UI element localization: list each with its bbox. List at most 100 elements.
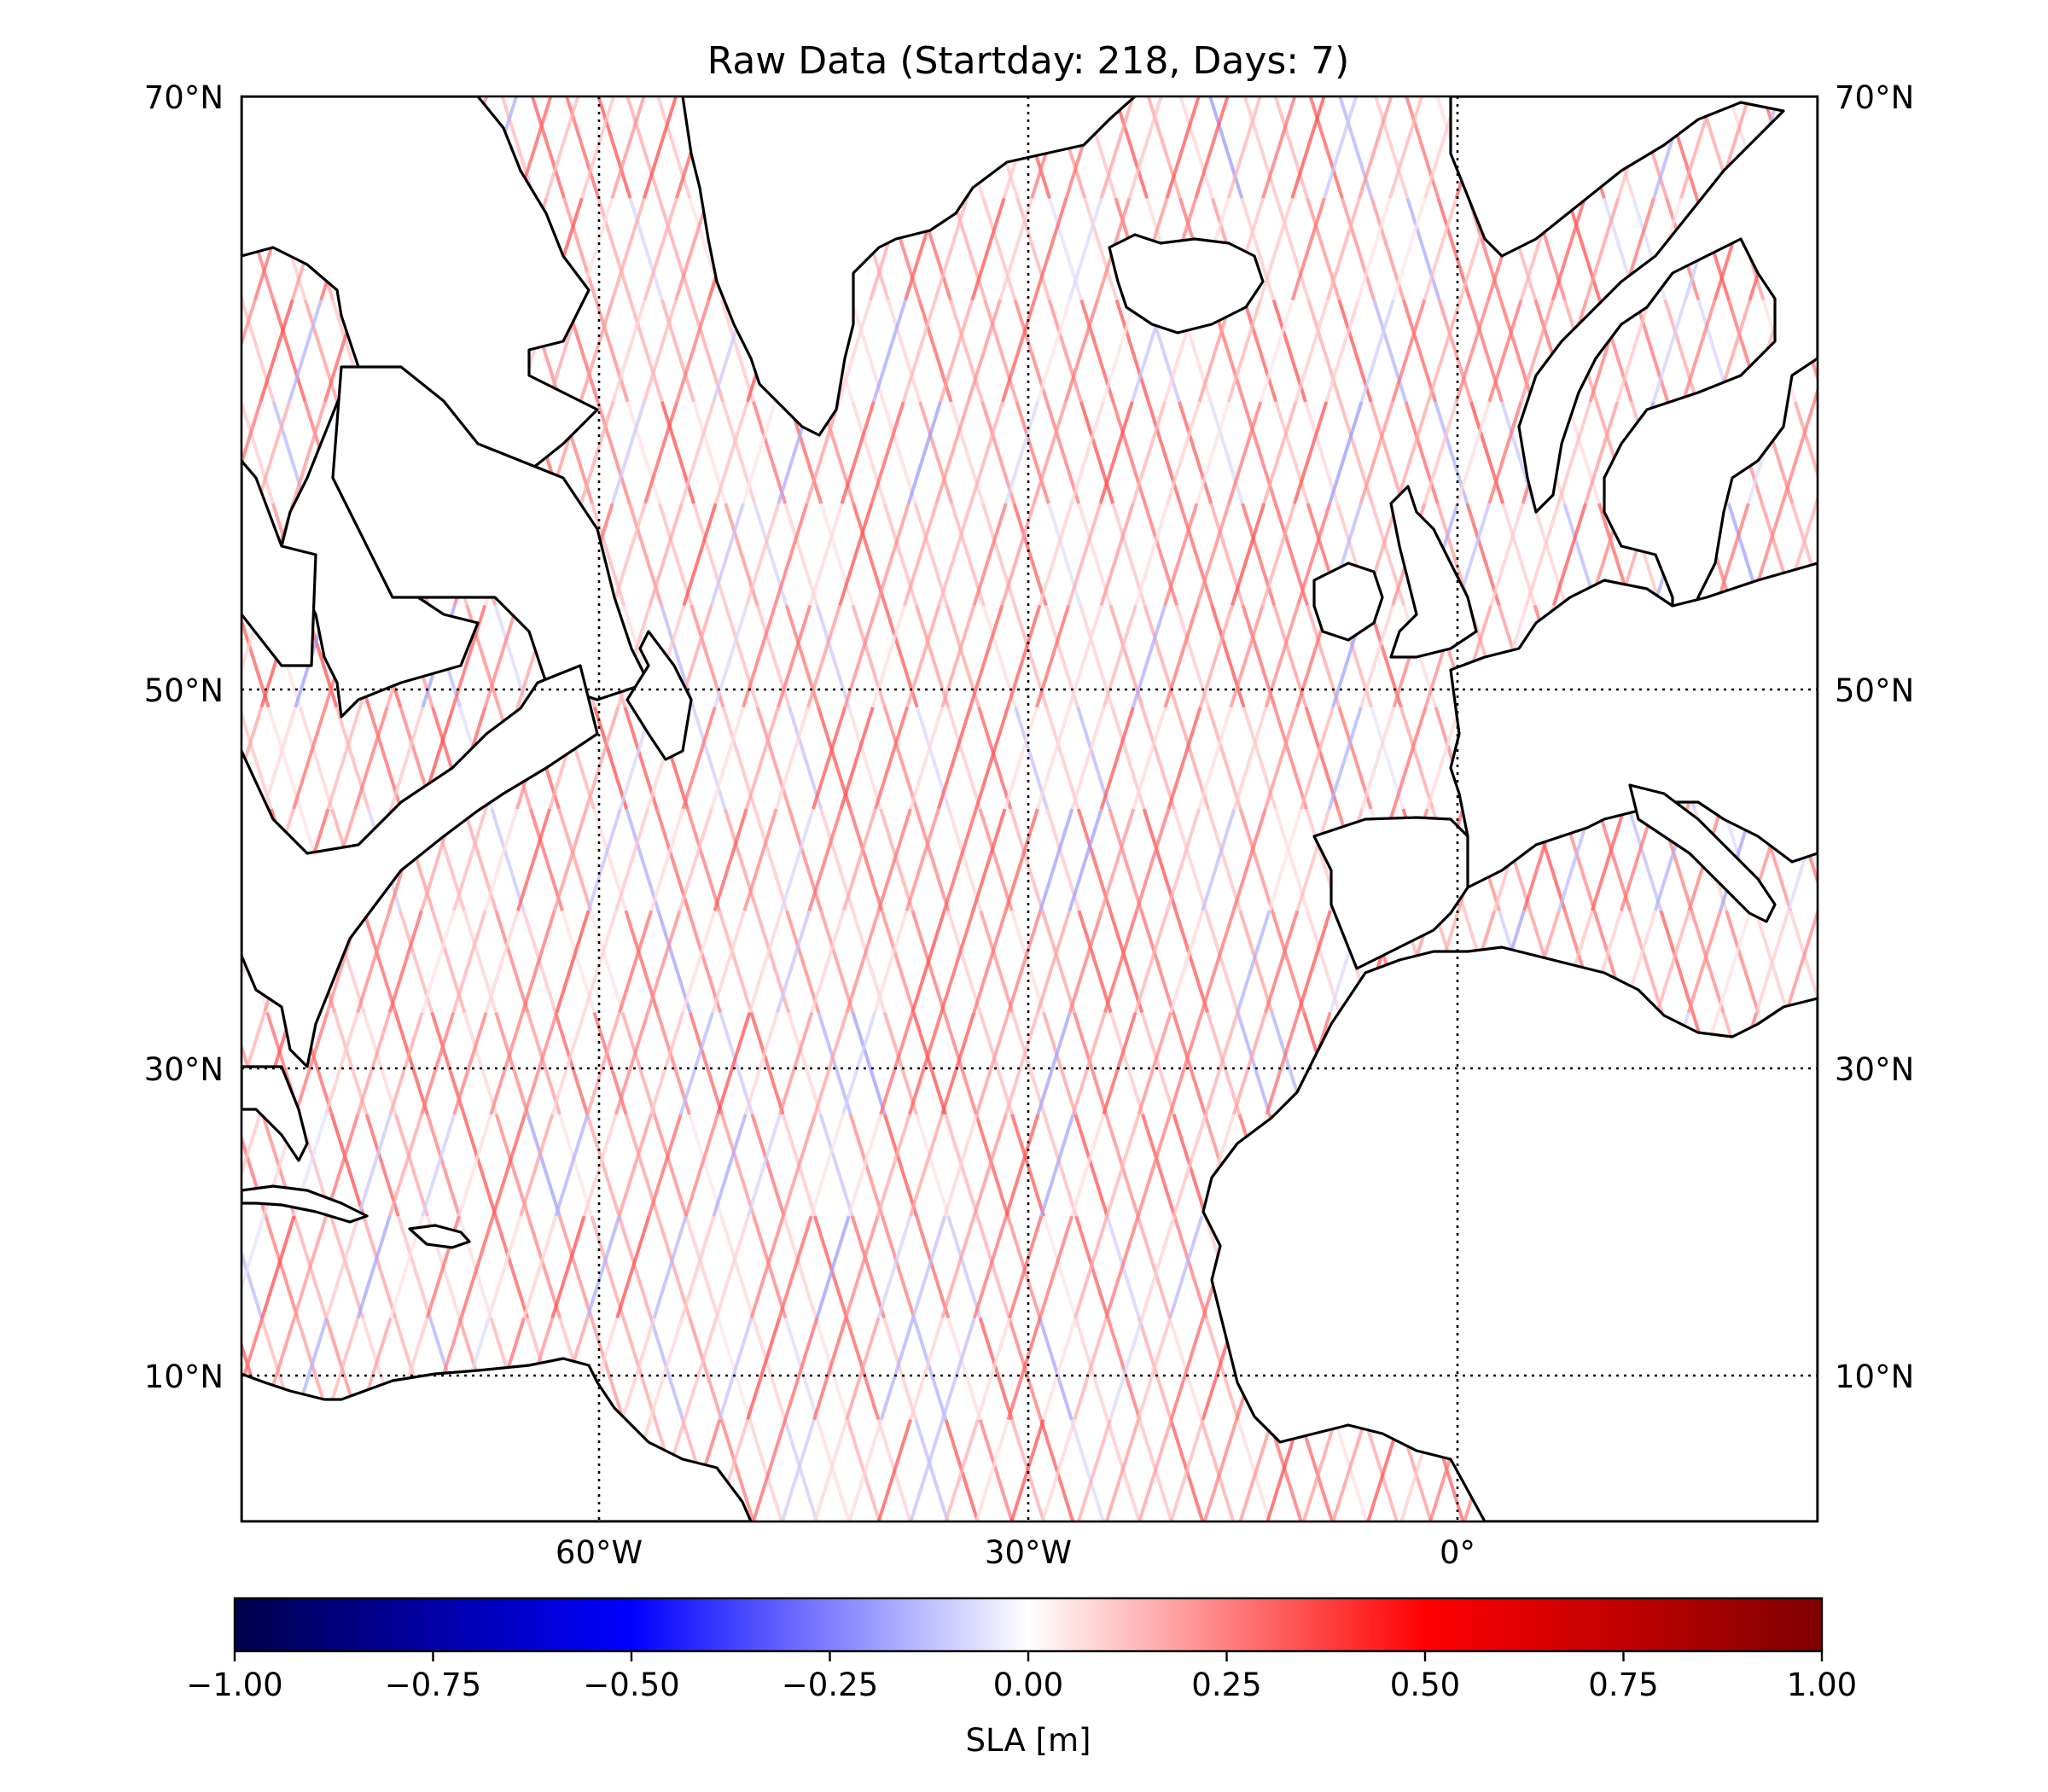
track-segment <box>1033 197 1068 301</box>
track-segment <box>1068 604 1103 708</box>
track-segment <box>819 910 855 1014</box>
track-segment <box>32 96 63 198</box>
track-segment <box>173 300 205 402</box>
track-segment <box>1296 910 1332 1014</box>
track-segment <box>1681 299 1717 403</box>
track-segment <box>555 910 591 1014</box>
track-segment <box>1859 198 1891 300</box>
track-segment <box>579 401 615 504</box>
track-segment <box>1979 198 2010 300</box>
track-segment <box>515 808 552 911</box>
track-segment <box>38 1216 70 1318</box>
track-segment <box>288 299 323 403</box>
track-segment <box>201 1114 232 1216</box>
track-segment <box>813 1011 849 1115</box>
track-segment <box>1401 299 1438 403</box>
track-segment <box>1849 1114 1881 1216</box>
track-segment <box>62 605 94 707</box>
track-segment <box>1076 707 1112 810</box>
track-segment <box>1358 96 1393 199</box>
track-segment <box>1923 96 1954 198</box>
track-segment <box>0 96 26 198</box>
track-segment <box>1299 707 1335 810</box>
track-segment <box>838 503 874 607</box>
track-segment <box>1068 808 1103 911</box>
track-segment <box>1202 1419 1238 1521</box>
track-segment <box>1206 1011 1242 1115</box>
track-segment <box>1959 300 1991 402</box>
track-segment <box>742 401 777 504</box>
track-segment <box>1944 809 1975 911</box>
track-segment <box>870 401 905 504</box>
track-segment <box>1204 1317 1240 1421</box>
track-segment <box>562 197 598 301</box>
track-segment <box>1004 1011 1039 1115</box>
track-segment <box>681 707 717 810</box>
track-segment <box>73 1318 104 1419</box>
track-segment <box>1913 707 1945 809</box>
track-segment <box>776 910 812 1014</box>
track-segment <box>1392 707 1428 810</box>
track-segment <box>1208 401 1244 504</box>
track-segment <box>940 1011 976 1115</box>
track-segment <box>875 503 911 607</box>
track-segment <box>1946 605 1977 707</box>
track-segment <box>648 1317 684 1421</box>
track-segment <box>1359 299 1395 403</box>
track-segment <box>1566 197 1602 301</box>
track-segment <box>94 503 125 605</box>
track-segment <box>781 1114 817 1217</box>
track-segment <box>1857 503 1888 605</box>
track-segment <box>1229 604 1265 708</box>
track-segment <box>1856 707 1888 809</box>
track-segment <box>1106 1317 1142 1421</box>
track-segment <box>1388 96 1423 199</box>
track-segment <box>102 1013 134 1114</box>
track-segment <box>142 300 173 402</box>
track-segment <box>1003 707 1039 810</box>
track-segment <box>0 707 3 809</box>
track-segment <box>1993 198 2024 300</box>
track-segment <box>1943 96 1975 198</box>
track-segment <box>975 1215 1011 1319</box>
track-segment <box>851 401 887 504</box>
south-america-land <box>241 1357 753 1521</box>
track-segment <box>1236 1419 1272 1521</box>
track-segment <box>1859 402 1891 503</box>
track-segment <box>614 808 650 911</box>
track-segment <box>1195 401 1231 504</box>
track-segment <box>610 197 646 301</box>
track-segment <box>522 1215 558 1319</box>
iberia-peninsula <box>1312 816 1469 970</box>
track-segment <box>31 707 62 809</box>
track-segment <box>133 707 165 809</box>
track-segment <box>1992 96 2023 198</box>
map-frame <box>240 95 1819 1523</box>
track-segment <box>1850 707 1882 809</box>
track-segment <box>1325 197 1361 301</box>
track-segment <box>1884 911 1916 1012</box>
track-segment <box>1501 503 1537 607</box>
track-segment <box>909 1419 945 1521</box>
track-segment <box>850 1215 886 1319</box>
track-segment <box>585 1011 621 1115</box>
track-segment <box>1584 401 1620 504</box>
lat-label: 30°N <box>1835 1051 1914 1088</box>
track-segment <box>778 1011 814 1115</box>
track-segment <box>1238 808 1274 911</box>
track-segment <box>1275 197 1311 301</box>
track-segment <box>364 1114 400 1217</box>
colorbar-tick-label: 0.50 <box>1390 1667 1460 1703</box>
track-segment <box>1954 605 1986 707</box>
track-segment <box>1812 385 1818 403</box>
track-segment <box>886 299 922 403</box>
track-segment <box>1236 1011 1271 1115</box>
track-segment <box>655 1011 691 1115</box>
lat-label: 50°N <box>1835 672 1914 709</box>
track-segment <box>620 1011 656 1115</box>
track-segment <box>71 1216 102 1318</box>
track-segment <box>198 1114 230 1216</box>
track-segment <box>947 808 983 911</box>
track-segment <box>1987 605 2018 707</box>
track-segment <box>978 1317 1014 1421</box>
